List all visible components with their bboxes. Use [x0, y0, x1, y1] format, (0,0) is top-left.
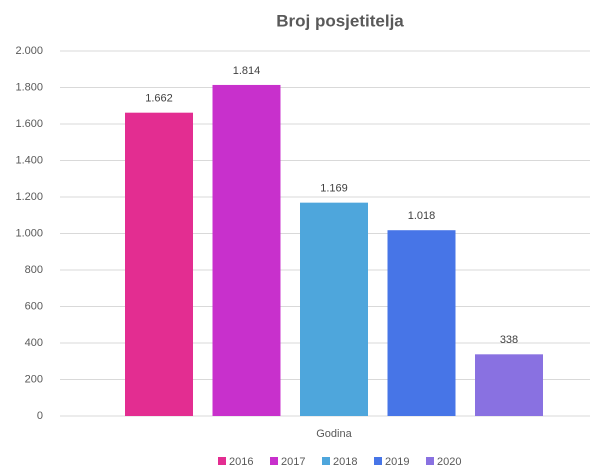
y-tick-label: 1.200: [15, 191, 43, 203]
x-tick-label: Godina: [316, 428, 352, 440]
y-tick-label: 1.000: [15, 227, 43, 239]
bar: [387, 230, 456, 416]
legend-swatch: [218, 457, 226, 465]
legend-swatch: [270, 457, 278, 465]
legend-swatch: [426, 457, 434, 465]
y-tick-label: 800: [25, 264, 43, 276]
y-tick-label: 2.000: [15, 45, 43, 57]
y-tick-label: 200: [25, 373, 43, 385]
legend-swatch: [322, 457, 330, 465]
legend-label: 2020: [437, 456, 461, 468]
legend-label: 2018: [333, 456, 357, 468]
legend-swatch: [374, 457, 382, 465]
value-label: 338: [500, 334, 518, 346]
y-tick-label: 1.400: [15, 154, 43, 166]
legend-label: 2019: [385, 456, 409, 468]
y-tick-label: 1.600: [15, 118, 43, 130]
y-tick-label: 1.800: [15, 81, 43, 93]
y-tick-label: 600: [25, 300, 43, 312]
y-tick-label: 0: [37, 410, 43, 422]
y-tick-label: 400: [25, 337, 43, 349]
bar: [125, 112, 193, 416]
legend-label: 2016: [229, 456, 253, 468]
value-label: 1.169: [320, 183, 348, 195]
bar: [475, 354, 543, 416]
value-label: 1.018: [408, 210, 436, 222]
value-label: 1.662: [145, 93, 173, 105]
value-label: 1.814: [233, 65, 261, 77]
legend-label: 2017: [281, 456, 305, 468]
chart-title: Broj posjetitelja: [276, 11, 404, 30]
bar: [212, 84, 281, 416]
bar: [300, 202, 368, 416]
